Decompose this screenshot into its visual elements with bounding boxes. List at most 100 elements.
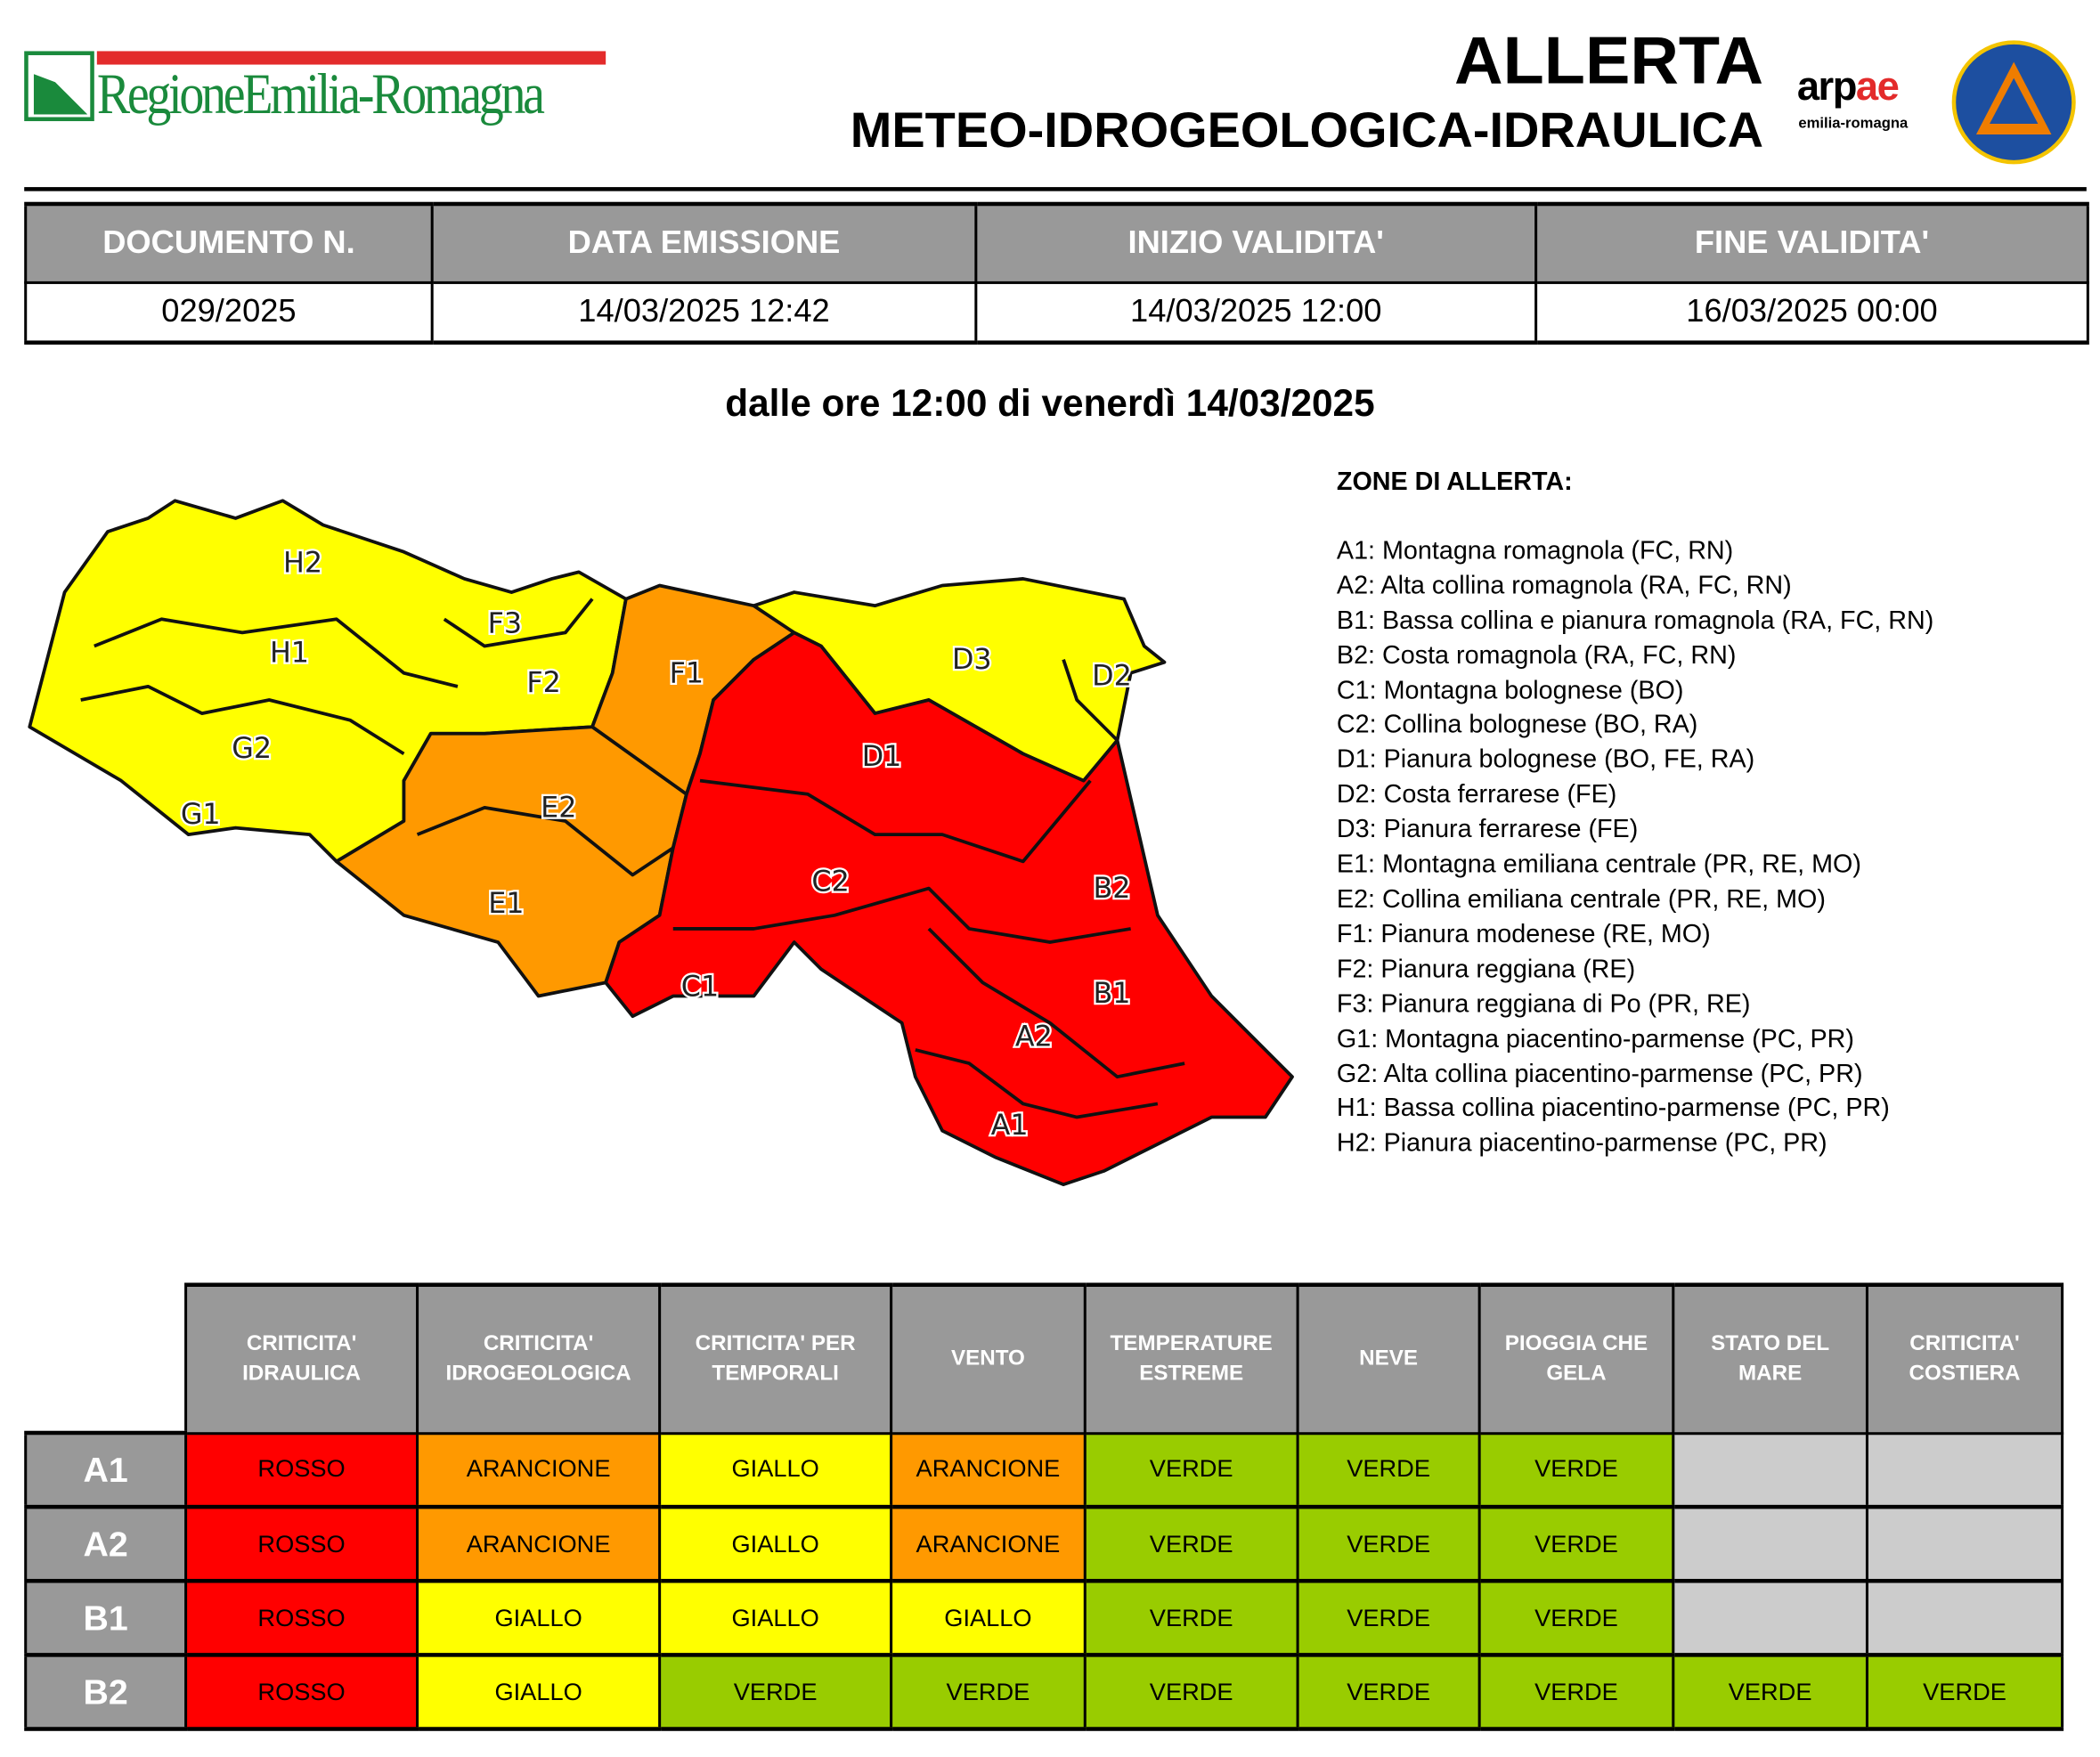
column-header: TEMPERATURE ESTREME: [1083, 1282, 1299, 1435]
map-label-h1: H1: [270, 638, 309, 670]
map-label-d2: D2: [1092, 660, 1132, 692]
arpae-logo-b: ae: [1855, 64, 1900, 110]
map-label-c1: C1: [681, 972, 719, 1004]
zone-list-item: B2: Costa romagnola (RA, FC, RN): [1336, 641, 1737, 671]
zone-list-item: G1: Montagna piacentino-parmense (PC, PR…: [1336, 1025, 1854, 1053]
alert-level-cell: [1865, 1505, 2064, 1583]
logo-text: RegioneEmilia-Romagna: [96, 63, 545, 127]
zone-list-item: G2: Alta collina piacentino-parmense (PC…: [1336, 1060, 1863, 1089]
map-label-d1: D1: [862, 741, 902, 773]
document-info-table: DOCUMENTO N. DATA EMISSIONE INIZIO VALID…: [24, 201, 2089, 345]
zone-boundary: [94, 617, 459, 688]
arpae-logo-a: arp: [1796, 64, 1858, 110]
documento-number: 029/2025: [24, 281, 434, 345]
page-title: ALLERTA: [1454, 22, 1764, 99]
map-label-b1: B1: [1094, 978, 1131, 1010]
inizio-validita: 14/03/2025 12:00: [974, 281, 1538, 345]
alert-level-cell: VERDE: [658, 1653, 893, 1731]
column-header: PIOGGIA CHE GELA: [1477, 1282, 1675, 1435]
zone-list-item: D2: Costa ferrarese (FE): [1336, 781, 1617, 809]
header-documento: DOCUMENTO N.: [24, 201, 434, 284]
alert-level-cell: [1865, 1579, 2064, 1657]
column-header: CRITICITA' IDROGEOLOGICA: [416, 1282, 662, 1435]
zone-boundary: [416, 806, 674, 877]
validity-period: dalle ore 12:00 di venerdì 14/03/2025: [725, 382, 1375, 425]
corner-cell: [25, 1284, 186, 1436]
logo-mark-icon: [24, 51, 94, 122]
zone-list-item: B1: Bassa collina e pianura romagnola (R…: [1336, 606, 1934, 636]
alert-level-cell: GIALLO: [416, 1653, 662, 1731]
alert-level-cell: VERDE: [1296, 1653, 1481, 1731]
zone-boundary: [915, 1048, 1159, 1119]
map-label-f3: F3: [488, 607, 522, 639]
row-zone-label: A2: [24, 1505, 188, 1583]
alert-level-cell: ROSSO: [184, 1579, 419, 1657]
alert-level-cell: VERDE: [1083, 1505, 1299, 1583]
column-header: CRITICITA' PER TEMPORALI: [658, 1282, 893, 1435]
map-label-a1: A1: [991, 1110, 1029, 1142]
alert-level-cell: VERDE: [1296, 1579, 1481, 1657]
alert-level-cell: VERDE: [1477, 1653, 1675, 1731]
alert-level-cell: VERDE: [1865, 1653, 2064, 1731]
alert-level-cell: GIALLO: [890, 1579, 1087, 1657]
zone-list-item: D1: Pianura bolognese (BO, FE, RA): [1336, 745, 1755, 775]
column-header: STATO DEL MARE: [1672, 1282, 1868, 1435]
map-label-e1: E1: [488, 888, 524, 920]
map-label-d3: D3: [952, 644, 992, 676]
zone-boundary: [1062, 659, 1119, 742]
map-label-h2: H2: [283, 547, 322, 579]
zone-boundary: [699, 778, 1092, 864]
alert-level-cell: VERDE: [1296, 1505, 1481, 1583]
page-subtitle: METEO-IDROGEOLOGICA-IDRAULICA: [850, 102, 1764, 158]
row-zone-label: A1: [24, 1431, 188, 1509]
alert-level-cell: ARANCIONE: [890, 1431, 1087, 1509]
zone-list-item: E1: Montagna emiliana centrale (PR, RE, …: [1336, 850, 1861, 880]
zone-list-item: F3: Pianura reggiana di Po (PR, RE): [1336, 989, 1751, 1019]
table-row: A2 ROSSO ARANCIONE GIALLO ARANCIONE VERDE VERD…: [24, 1505, 2064, 1583]
zone-list: ZONE DI ALLERTA: A1: Montagna romagnola …: [1337, 466, 1933, 1162]
zone-list-item: C1: Montagna bolognese (BO): [1336, 676, 1684, 705]
alert-levels-table: CRITICITA' IDRAULICA CRITICITA' IDROGEOLO…: [24, 1282, 2064, 1731]
header-fine-validita: FINE VALIDITA': [1534, 201, 2089, 284]
zone-list-item: F2: Pianura reggiana (RE): [1336, 955, 1636, 984]
alert-level-cell: VERDE: [1083, 1431, 1299, 1509]
protezione-civile-logo-icon: [1951, 40, 2076, 165]
divider: [24, 187, 2087, 191]
alert-level-cell: VERDE: [1672, 1653, 1868, 1731]
map-area-west-yellow: [28, 499, 628, 864]
zone-list-item: A2: Alta collina romagnola (RA, FC, RN): [1336, 572, 1792, 600]
row-zone-label: B1: [24, 1579, 188, 1657]
zone-list-item: A1: Montagna romagnola (FC, RN): [1336, 536, 1734, 565]
alert-level-cell: ROSSO: [184, 1505, 419, 1583]
map-label-a2: A2: [1015, 1021, 1053, 1053]
zone-boundary: [443, 598, 594, 648]
column-header: CRITICITA' COSTIERA: [1865, 1282, 2064, 1435]
header-inizio-validita: INIZIO VALIDITA': [974, 201, 1538, 284]
map-label-e2: E2: [541, 792, 576, 824]
header-data-emissione: DATA EMISSIONE: [430, 201, 978, 284]
alert-level-cell: VERDE: [890, 1653, 1087, 1731]
alert-level-cell: GIALLO: [658, 1579, 893, 1657]
alert-level-cell: VERDE: [1477, 1579, 1675, 1657]
table-row: A1 ROSSO ARANCIONE GIALLO ARANCIONE VERDE VERD…: [24, 1431, 2064, 1509]
alert-level-cell: ROSSO: [184, 1653, 419, 1731]
zone-boundary: [80, 684, 405, 756]
alert-level-cell: ARANCIONE: [416, 1431, 662, 1509]
alert-level-cell: VERDE: [1477, 1505, 1675, 1583]
zone-list-item: F1: Pianura modenese (RE, MO): [1336, 920, 1711, 949]
zone-list-item: H2: Pianura piacentino-parmense (PC, PR): [1336, 1129, 1827, 1159]
column-header: NEVE: [1296, 1282, 1481, 1435]
zone-list-item: D3: Pianura ferrarese (FE): [1336, 816, 1639, 844]
fine-validita: 16/03/2025 00:00: [1534, 281, 2089, 345]
arpae-logo-sub: emilia-romagna: [1798, 115, 1909, 133]
alert-level-cell: [1672, 1505, 1868, 1583]
alert-level-cell: GIALLO: [658, 1431, 893, 1509]
alert-level-cell: GIALLO: [416, 1579, 662, 1657]
map-label-f2: F2: [526, 667, 560, 699]
alert-level-cell: VERDE: [1083, 1579, 1299, 1657]
row-zone-label: B2: [24, 1653, 188, 1731]
alert-level-cell: VERDE: [1477, 1431, 1675, 1509]
arpae-logo: arpae: [1796, 64, 1900, 110]
